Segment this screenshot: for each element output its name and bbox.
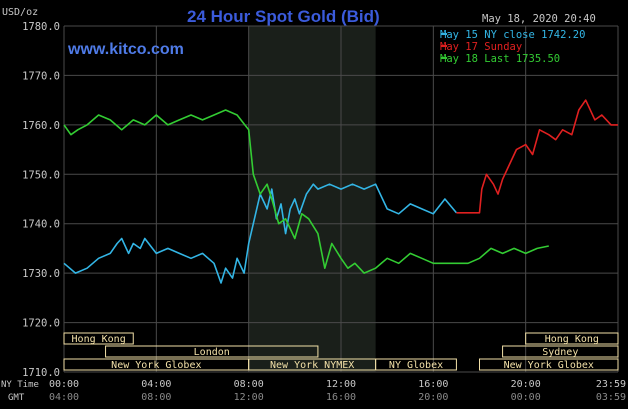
y-tick-label: 1730.0 xyxy=(22,268,60,280)
x-tick-label-gmt: 03:59 xyxy=(596,392,626,403)
session-label: New York Globex xyxy=(504,360,594,371)
session-box xyxy=(63,332,134,345)
session-label: New York NYMEX xyxy=(270,360,354,371)
legend-swatches xyxy=(441,33,447,59)
x-tick-label-ny: 20:00 xyxy=(511,379,541,390)
series-line-0 xyxy=(63,183,458,284)
timestamp: May 18, 2020 20:40 xyxy=(482,13,596,25)
session-box xyxy=(502,345,619,358)
grid-lines xyxy=(63,25,619,373)
x-tick-label-ny: 16:00 xyxy=(418,379,448,390)
market-sessions: Hong Kong London New York Globex New York N… xyxy=(63,332,619,371)
session-box xyxy=(525,332,619,345)
y-tick-label: 1750.0 xyxy=(22,169,60,181)
series-line-2 xyxy=(63,109,549,274)
legend: May 15 NY close 1742.20 May 17 Sunday Ma… xyxy=(440,29,585,65)
session-label: New York Globex xyxy=(111,360,201,371)
session-label: Sydney xyxy=(542,347,578,358)
x-axis-ny-time-label: NY Time xyxy=(1,380,39,390)
y-axis-unit: USD/oz xyxy=(2,7,38,18)
chart-title: 24 Hour Spot Gold (Bid) xyxy=(187,7,380,26)
y-axis-ticks: 1710.0 1720.0 1730.0 1740.0 1750.0 1760.0 1770… xyxy=(22,21,60,379)
session-label: NY Globex xyxy=(389,360,443,371)
x-tick-label-ny: 08:00 xyxy=(234,379,264,390)
legend-item-last: May 18 Last 1735.50 xyxy=(440,53,560,65)
y-tick-label: 1740.0 xyxy=(22,219,60,231)
x-tick-label-gmt: 04:00 xyxy=(49,392,79,403)
x-tick-label-gmt: 08:00 xyxy=(141,392,171,403)
session-box xyxy=(375,358,457,371)
x-tick-label-ny: 04:00 xyxy=(141,379,171,390)
x-axis-ticks: 00:00 04:00 08:00 12:00 16:00 20:00 23:59 04:00… xyxy=(49,379,626,403)
x-tick-label-gmt: 12:00 xyxy=(234,392,264,403)
x-axis-gmt-label: GMT xyxy=(8,393,25,403)
x-tick-label-ny: 00:00 xyxy=(49,379,79,390)
price-series xyxy=(63,99,618,284)
session-label: Hong Kong xyxy=(72,334,126,345)
y-tick-label: 1720.0 xyxy=(22,318,60,330)
site-watermark: www.kitco.com xyxy=(67,41,184,58)
session-label: Hong Kong xyxy=(545,334,599,345)
legend-item-sunday: May 17 Sunday xyxy=(440,41,522,53)
x-tick-label-gmt: 16:00 xyxy=(326,392,356,403)
y-tick-label: 1760.0 xyxy=(22,120,60,132)
nymex-session-shading xyxy=(248,26,376,372)
y-tick-label: 1710.0 xyxy=(22,367,60,379)
session-label: London xyxy=(194,347,230,358)
y-tick-label: 1780.0 xyxy=(22,21,60,33)
session-box xyxy=(479,358,619,371)
y-tick-label: 1770.0 xyxy=(22,70,60,82)
x-tick-label-ny: 23:59 xyxy=(596,379,626,390)
x-tick-label-gmt: 00:00 xyxy=(511,392,541,403)
x-tick-label-ny: 12:00 xyxy=(326,379,356,390)
x-tick-label-gmt: 20:00 xyxy=(418,392,448,403)
legend-item-ny-close: May 15 NY close 1742.20 xyxy=(440,29,585,41)
session-box xyxy=(105,345,319,358)
series-line-1 xyxy=(456,99,618,214)
